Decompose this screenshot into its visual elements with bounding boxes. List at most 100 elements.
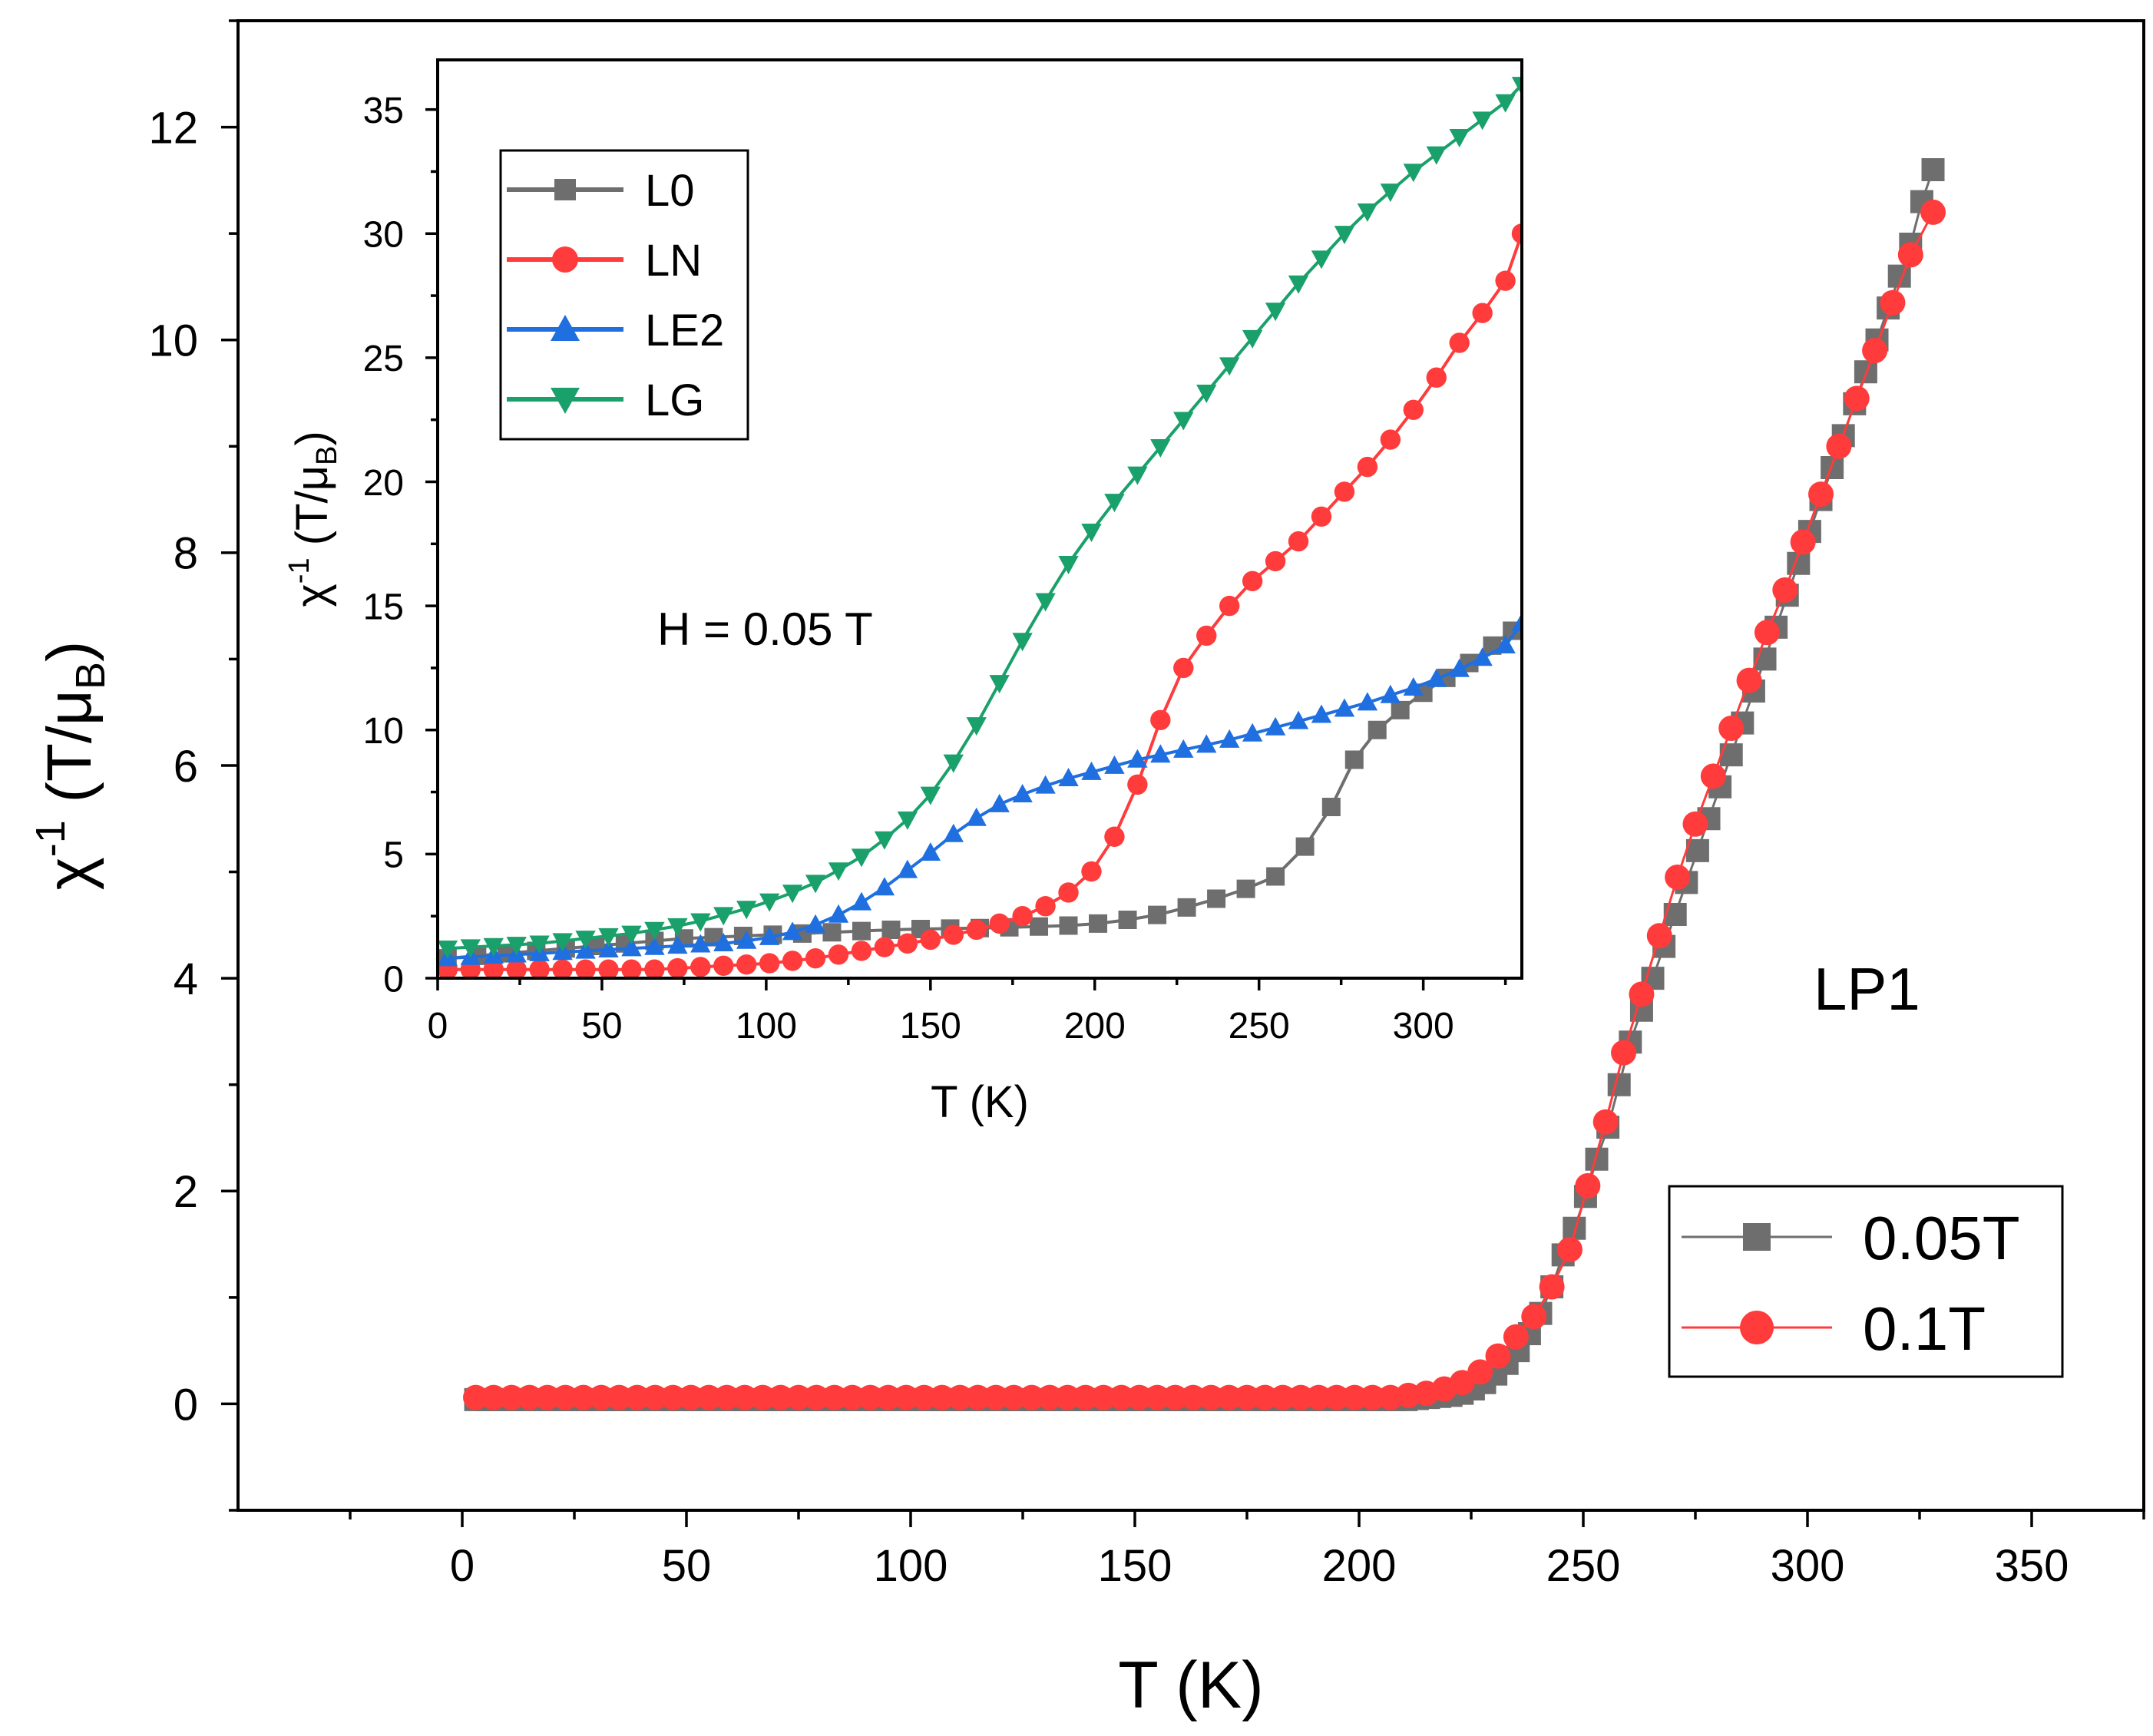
main-point-0-1t <box>1503 1324 1529 1350</box>
inset-point-ln <box>1150 709 1171 731</box>
main-point-0-1t <box>1790 529 1816 555</box>
inset-point-ln <box>1081 861 1102 882</box>
inset-x-tick-label: 150 <box>900 1006 961 1047</box>
inset-point-le2 <box>851 891 872 911</box>
main-y-tick-label: 6 <box>174 742 198 792</box>
main-point-0-1t <box>1646 923 1672 949</box>
main-y-axis-title: χ-1 (T/μB) <box>28 641 114 891</box>
inset-series-ln <box>438 223 1522 978</box>
inset-point-l0 <box>1391 700 1410 719</box>
main-point-0-1t <box>768 1384 794 1410</box>
inset-point-lg <box>1288 275 1309 294</box>
inset-x-tick-label: 100 <box>736 1006 797 1047</box>
inset-x-tick-label: 200 <box>1064 1006 1126 1047</box>
inset-point-ln <box>920 929 941 951</box>
inset-point-le2 <box>1035 775 1056 794</box>
main-point-0-05t <box>1821 456 1844 479</box>
inset-point-lg <box>828 862 849 881</box>
inset-y-tick-label: 20 <box>363 463 404 504</box>
inset-legend: L0 LN LE2 LG <box>499 149 749 441</box>
inset-legend-item-2: LN <box>507 236 702 286</box>
main-point-0-1t <box>1665 865 1691 890</box>
main-point-0-1t <box>660 1384 686 1410</box>
inset-point-le2 <box>690 934 711 953</box>
inset-point-lg <box>506 937 527 956</box>
main-point-0-1t <box>570 1384 597 1410</box>
main-point-0-1t <box>678 1384 704 1410</box>
inset-y-tick-label: 0 <box>383 959 404 1000</box>
main-point-0-1t <box>696 1384 722 1410</box>
main-point-0-1t <box>642 1384 668 1410</box>
inset-point-le2 <box>1242 723 1263 742</box>
main-legend: 0.05T 0.1T <box>1668 1185 2064 1378</box>
inset-point-le2 <box>1472 647 1493 666</box>
inset-legend-marker-1 <box>554 179 576 200</box>
main-point-0-1t <box>1844 385 1870 412</box>
inset-point-le2 <box>920 842 941 861</box>
main-point-0-05t <box>1719 743 1743 767</box>
inset-point-le2 <box>1495 635 1516 654</box>
inset-point-ln <box>897 933 918 954</box>
main-point-0-05t <box>1685 838 1709 862</box>
inset-point-ln <box>1334 481 1355 502</box>
main-point-0-1t <box>1556 1237 1583 1262</box>
main-point-0-1t <box>893 1384 919 1410</box>
inset-point-ln <box>828 944 849 965</box>
inset-point-le2 <box>1081 761 1102 780</box>
inset-point-ln <box>943 924 964 945</box>
main-point-0-1t <box>965 1384 991 1410</box>
main-x-tick-label: 300 <box>1771 1541 1845 1591</box>
inset-point-lg <box>989 675 1010 694</box>
inset-annotation-field: H = 0.05 T <box>657 603 873 655</box>
inset-point-ln <box>1012 905 1033 927</box>
inset-point-lg <box>1012 633 1033 652</box>
main-legend-marker-2 <box>1740 1311 1774 1344</box>
inset-point-lg <box>943 754 964 773</box>
inset-y-tick-label: 5 <box>383 835 404 876</box>
inset-y-tick-label: 15 <box>363 587 404 627</box>
inset-point-l0 <box>1177 898 1196 917</box>
inset-point-lg <box>667 918 688 937</box>
main-point-0-1t <box>1270 1384 1296 1410</box>
inset-legend-label-4: LG <box>645 375 704 425</box>
inset-point-ln <box>644 959 665 978</box>
main-point-0-1t <box>911 1384 938 1410</box>
inset-point-le2 <box>1403 677 1424 696</box>
inset-point-ln <box>1265 551 1286 572</box>
inset-point-lg <box>529 935 550 954</box>
inset-y-ticks: 0 5 10 15 20 25 30 35 <box>363 91 438 1000</box>
inset-point-le2 <box>989 793 1010 812</box>
main-x-tick-label: 250 <box>1546 1541 1621 1591</box>
main-point-0-1t <box>1144 1384 1170 1410</box>
main-point-0-1t <box>1341 1384 1368 1410</box>
inset-point-lg <box>1380 184 1401 203</box>
inset-x-tick-label: 250 <box>1229 1006 1290 1047</box>
main-point-0-1t <box>517 1384 543 1410</box>
inset-point-ln <box>1511 223 1522 244</box>
inset-point-lg <box>805 875 826 894</box>
main-point-0-1t <box>498 1384 524 1410</box>
inset-point-l0 <box>1089 914 1108 933</box>
main-point-0-1t <box>1718 716 1745 741</box>
main-x-tick-label: 150 <box>1098 1541 1172 1591</box>
inset-point-le2 <box>713 932 734 951</box>
main-point-0-1t <box>1234 1384 1260 1410</box>
inset-point-l0 <box>1148 905 1167 924</box>
main-point-0-1t <box>1073 1384 1099 1410</box>
main-point-0-05t <box>1585 1147 1609 1171</box>
main-point-0-1t <box>1252 1384 1278 1410</box>
main-point-0-1t <box>1862 338 1888 364</box>
main-point-0-1t <box>785 1384 812 1410</box>
inset-point-lg <box>1219 357 1240 376</box>
inset-point-le2 <box>1150 744 1171 763</box>
inset-point-l0 <box>704 928 723 947</box>
inset-point-lg <box>598 928 619 947</box>
inset-point-lg <box>1104 494 1125 513</box>
inset-plot-frame <box>436 58 1523 980</box>
inset-point-le2 <box>1449 658 1470 677</box>
main-point-0-1t <box>1037 1384 1063 1410</box>
main-point-0-1t <box>803 1384 829 1410</box>
inset-point-ln <box>598 959 619 978</box>
main-point-0-1t <box>714 1384 740 1410</box>
main-point-0-1t <box>1180 1384 1206 1410</box>
